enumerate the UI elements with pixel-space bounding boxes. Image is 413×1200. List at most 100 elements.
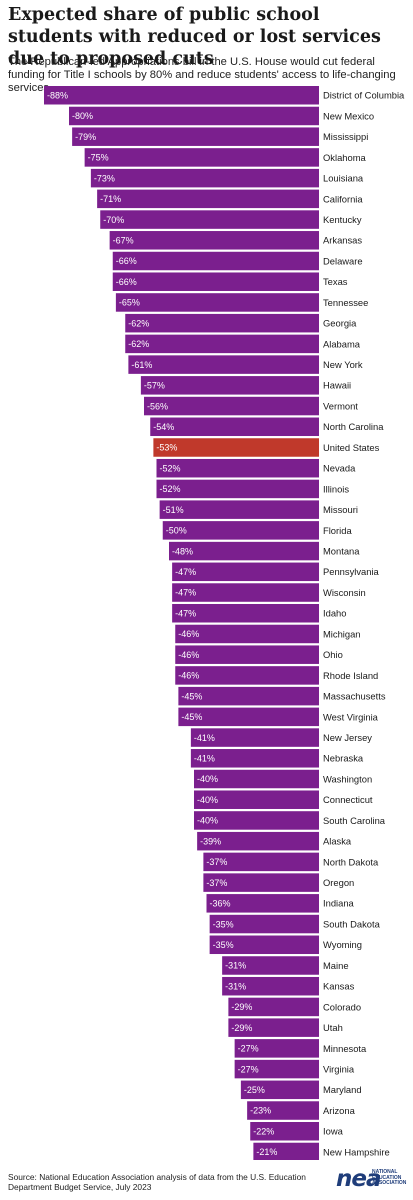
bar-value-label: -40% xyxy=(197,816,218,826)
category-label: Alaska xyxy=(323,836,352,847)
category-label: Missouri xyxy=(323,504,358,515)
bar-district-of-columbia xyxy=(44,86,319,105)
bar-louisiana xyxy=(90,168,320,188)
bar-montana xyxy=(169,541,319,561)
bar-south-carolina xyxy=(194,811,319,830)
category-label: Wisconsin xyxy=(323,587,366,598)
category-label: Louisiana xyxy=(323,173,364,184)
bar-georgia xyxy=(125,313,319,333)
bar-missouri xyxy=(159,500,320,519)
bar-wisconsin xyxy=(172,583,320,602)
category-label: Oklahoma xyxy=(323,152,367,163)
category-label: Montana xyxy=(323,545,360,556)
bar-value-label: -47% xyxy=(175,567,196,577)
bar-value-label: -47% xyxy=(175,608,196,618)
bar-value-label: -27% xyxy=(238,1064,259,1074)
bar-illinois xyxy=(156,479,319,499)
category-label: Indiana xyxy=(323,898,355,909)
category-label: Idaho xyxy=(323,608,346,619)
bar-mississippi xyxy=(72,127,320,146)
bar-arkansas xyxy=(109,231,320,250)
bar-value-label: -35% xyxy=(213,919,234,929)
bar-value-label: -45% xyxy=(181,691,202,701)
bar-nebraska xyxy=(190,749,320,768)
category-label: Connecticut xyxy=(323,794,373,805)
category-label: Pennsylvania xyxy=(323,566,380,577)
bar-massachusetts xyxy=(178,686,320,706)
bar-value-label: -57% xyxy=(144,381,165,391)
bar-value-label: -37% xyxy=(206,878,227,888)
bar-value-label: -52% xyxy=(160,463,181,473)
category-label: North Carolina xyxy=(323,421,384,432)
category-label: South Dakota xyxy=(323,918,381,929)
bar-value-label: -88% xyxy=(47,90,68,100)
category-label: Colorado xyxy=(323,1001,361,1012)
category-label: Ohio xyxy=(323,649,343,660)
bar-value-label: -22% xyxy=(253,1126,274,1136)
bar-value-label: -62% xyxy=(128,339,149,349)
bar-north-carolina xyxy=(150,417,319,437)
bar-value-label: -54% xyxy=(153,422,174,432)
chart-title: Expected share of public school students… xyxy=(8,5,381,69)
category-label: New Hampshire xyxy=(323,1146,390,1157)
bar-oklahoma xyxy=(84,148,320,167)
bar-colorado xyxy=(228,997,320,1017)
category-label: California xyxy=(323,193,363,204)
bar-oregon xyxy=(203,873,320,892)
bar-value-label: -67% xyxy=(113,235,134,245)
category-label: Tennessee xyxy=(323,297,368,308)
bar-kansas xyxy=(222,976,320,996)
bar-washington xyxy=(194,769,319,789)
bar-value-label: -27% xyxy=(238,1044,259,1054)
bar-value-label: -40% xyxy=(197,795,218,805)
category-label: Alabama xyxy=(323,338,361,349)
category-label: Texas xyxy=(323,276,348,287)
category-label: Mississippi xyxy=(323,131,368,142)
bar-indiana xyxy=(206,894,319,913)
source-note: Source: National Education Association a… xyxy=(8,1172,306,1192)
category-label: Kansas xyxy=(323,981,355,992)
category-label: Nevada xyxy=(323,463,356,474)
category-label: Arkansas xyxy=(323,235,362,246)
bar-value-label: -71% xyxy=(100,194,121,204)
bar-value-label: -29% xyxy=(231,1023,252,1033)
bar-texas xyxy=(112,272,319,291)
bar-arizona xyxy=(247,1101,320,1120)
bar-new-york xyxy=(128,355,320,374)
bar-utah xyxy=(228,1018,320,1037)
category-label: Maryland xyxy=(323,1084,362,1095)
bar-value-label: -80% xyxy=(72,111,93,121)
bar-value-label: -41% xyxy=(194,753,215,763)
bar-value-label: -35% xyxy=(213,940,234,950)
bar-virginia xyxy=(234,1059,320,1079)
bar-value-label: -41% xyxy=(194,733,215,743)
bar-chart: -88% District of Columbia -80% New Mexico -7… xyxy=(44,86,405,1160)
category-label: Virginia xyxy=(323,1063,355,1074)
bar-hawaii xyxy=(140,376,320,395)
bar-value-label: -39% xyxy=(200,836,221,846)
bar-kentucky xyxy=(100,210,319,229)
bar-value-label: -25% xyxy=(244,1085,265,1095)
bar-new-jersey xyxy=(190,728,320,747)
bar-value-label: -46% xyxy=(178,629,199,639)
bar-value-label: -70% xyxy=(103,215,124,225)
bar-delaware xyxy=(112,251,319,271)
category-label: United States xyxy=(323,442,380,453)
category-label: Minnesota xyxy=(323,1043,367,1054)
category-label: Nebraska xyxy=(323,753,364,764)
category-label: Oregon xyxy=(323,877,354,888)
bar-value-label: -47% xyxy=(175,588,196,598)
bar-value-label: -40% xyxy=(197,774,218,784)
bar-value-label: -46% xyxy=(178,650,199,660)
category-label: Maine xyxy=(323,960,349,971)
bar-new-hampshire xyxy=(253,1142,320,1160)
category-label: Massachusetts xyxy=(323,691,386,702)
bar-value-label: -46% xyxy=(178,671,199,681)
bar-vermont xyxy=(144,396,319,416)
bar-south-dakota xyxy=(209,914,320,934)
bar-value-label: -73% xyxy=(94,173,115,183)
category-label: District of Columbia xyxy=(323,90,405,101)
bar-value-label: -21% xyxy=(256,1147,277,1157)
bar-maine xyxy=(222,956,320,975)
category-label: Florida xyxy=(323,525,352,536)
